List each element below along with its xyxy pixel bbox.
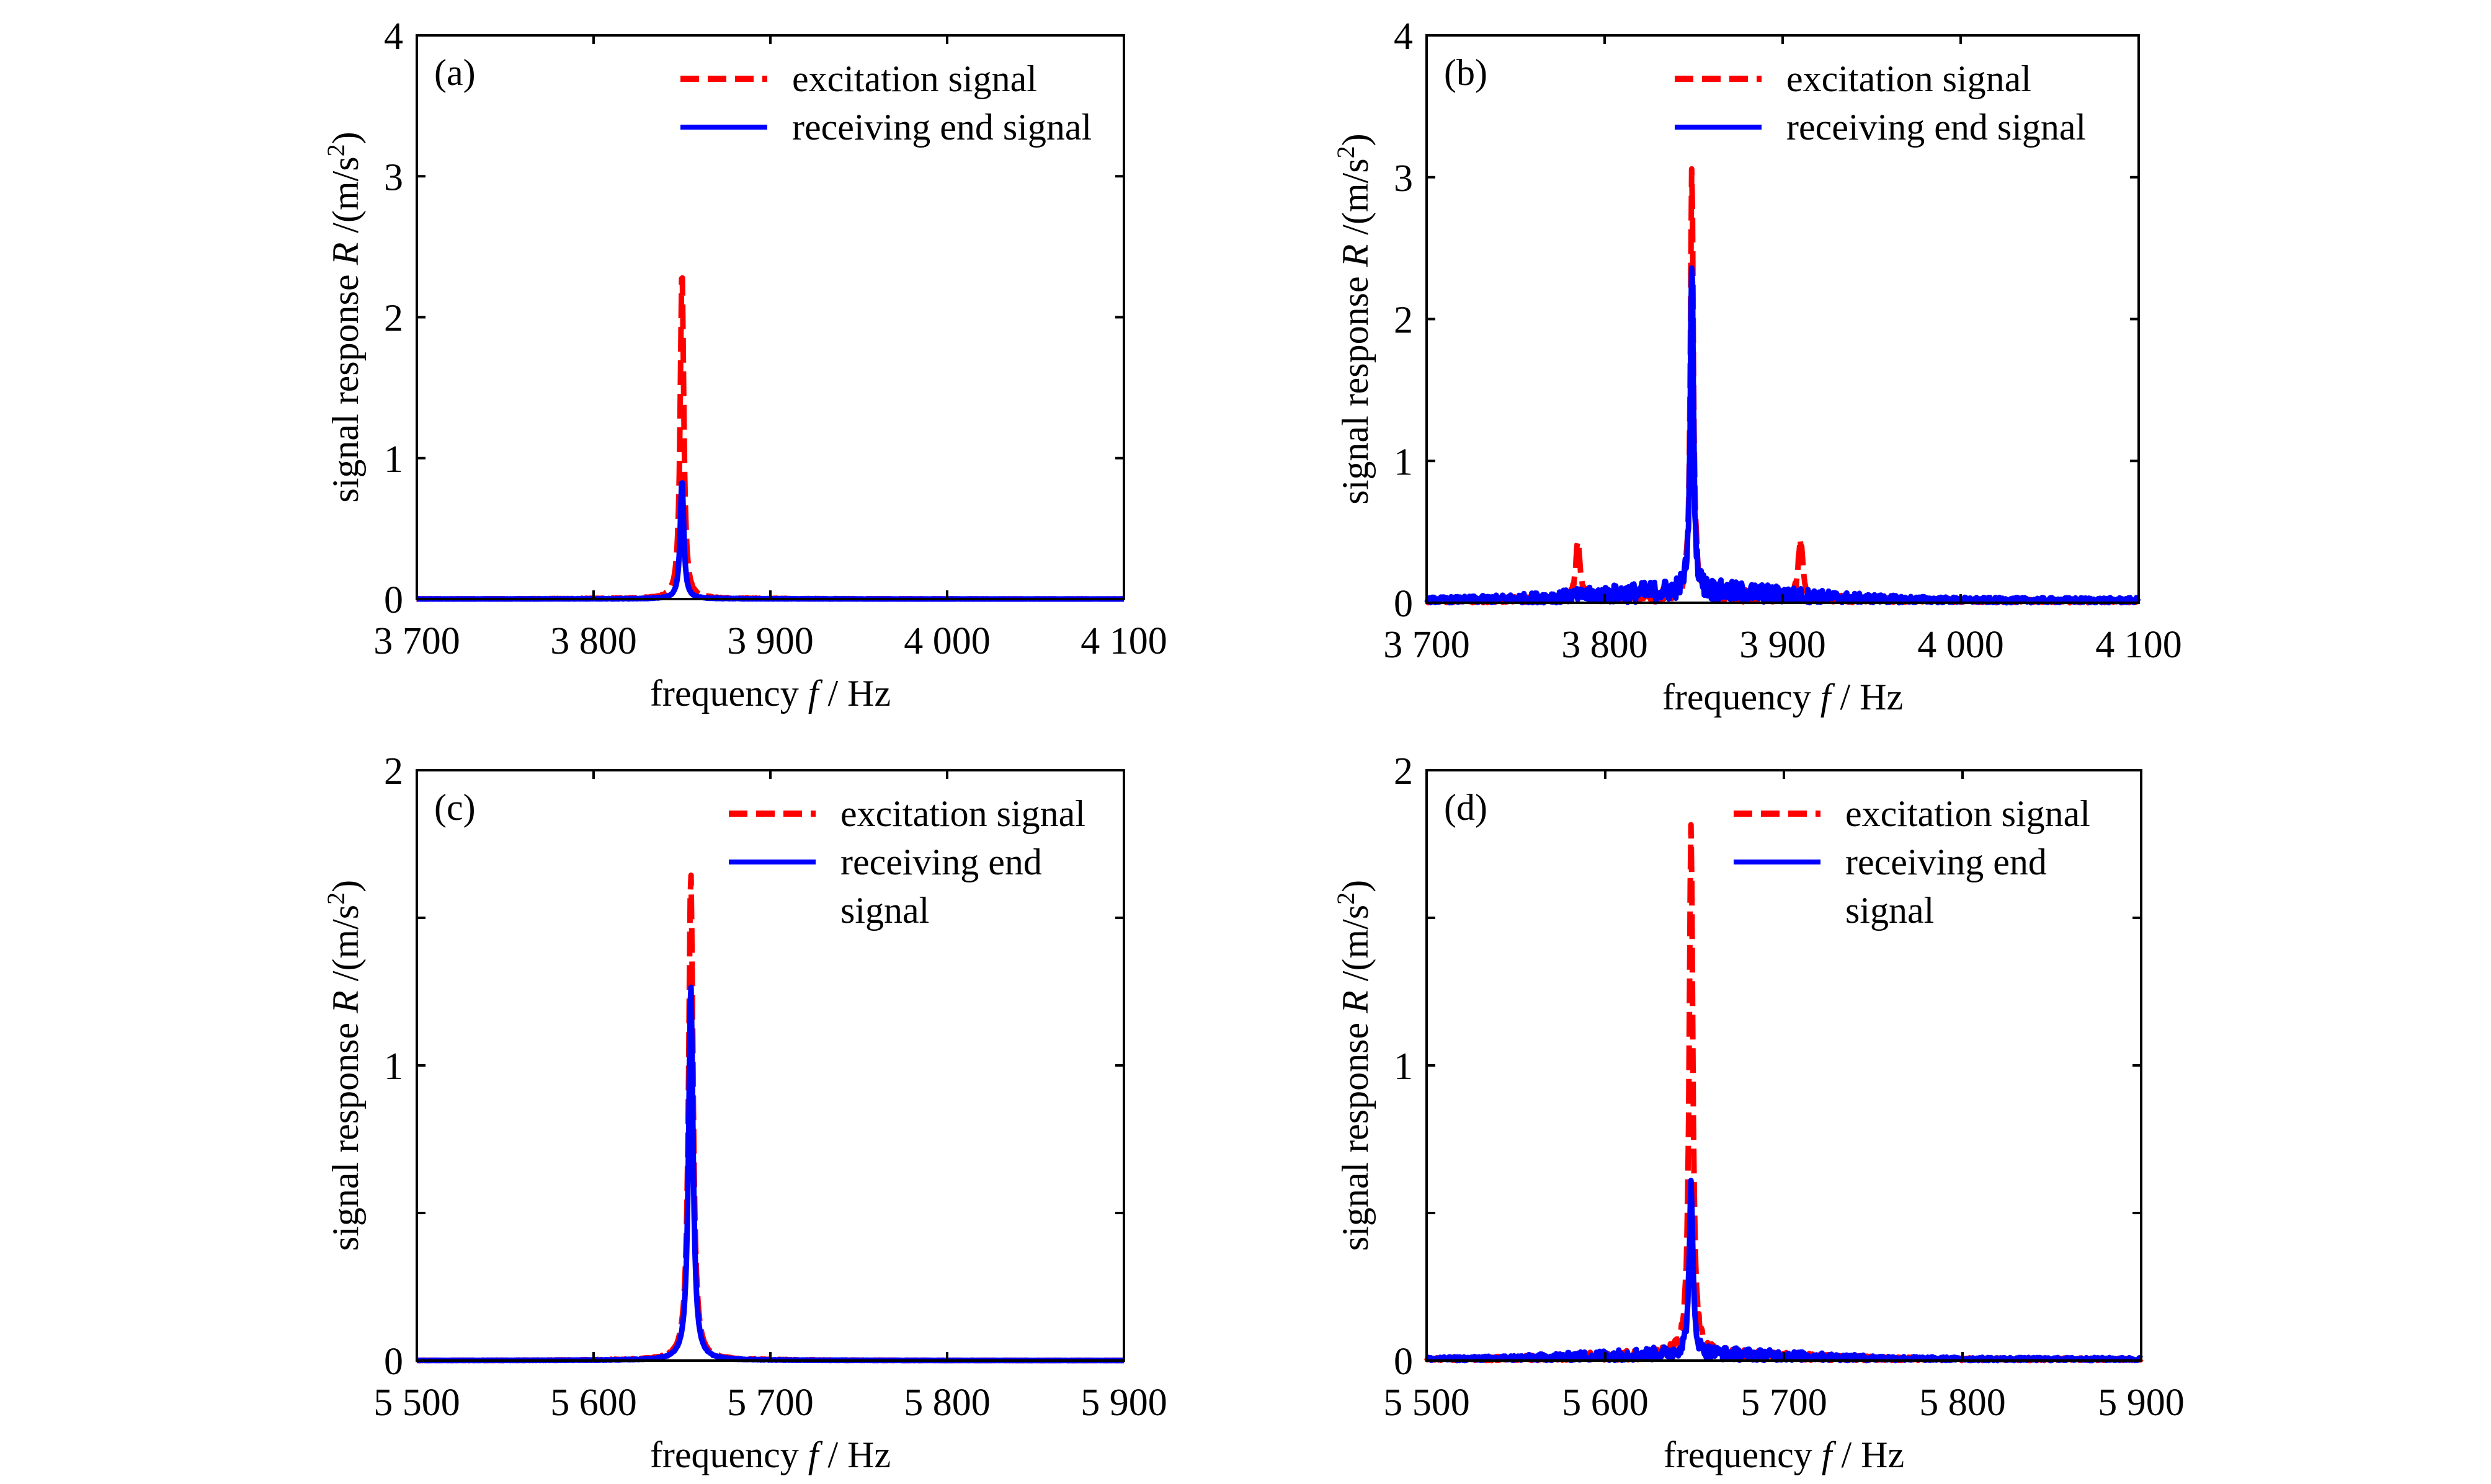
x-tick-label: 5 700 bbox=[1740, 1382, 1827, 1424]
legend-label: excitation signal bbox=[840, 793, 1085, 834]
legend: excitation signal receiving end signal bbox=[729, 793, 1085, 931]
x-axis-label: frequency f / Hz bbox=[650, 673, 891, 714]
y-axis-label: signal response R /(m/s2) bbox=[1332, 133, 1376, 504]
y-tick-label: 1 bbox=[384, 438, 403, 481]
panel-a: 3 700 3 800 3 900 4 000 4 100 0 1 2 3 4 frequency … bbox=[322, 16, 1167, 714]
x-tick-label: 5 600 bbox=[1562, 1382, 1649, 1424]
y-tick-label: 2 bbox=[384, 298, 403, 340]
x-tick-label: 4 000 bbox=[904, 620, 991, 662]
x-tick-label: 3 900 bbox=[1739, 624, 1826, 666]
x-tick-label: 5 500 bbox=[373, 1382, 460, 1424]
panel-label: (d) bbox=[1444, 787, 1487, 828]
x-tick-label: 5 800 bbox=[904, 1382, 991, 1424]
x-tick-label: 5 900 bbox=[2098, 1382, 2185, 1424]
y-tick-label: 2 bbox=[1394, 750, 1413, 793]
legend-label: excitation signal bbox=[792, 58, 1037, 99]
panel-label: (a) bbox=[434, 52, 476, 93]
panel-label: (b) bbox=[1444, 52, 1487, 93]
y-tick-label: 2 bbox=[384, 750, 403, 793]
x-tick-label: 5 600 bbox=[550, 1382, 637, 1424]
x-tick-label: 5 500 bbox=[1383, 1382, 1470, 1424]
x-tick-label: 4 100 bbox=[1081, 620, 1167, 662]
legend-label: receiving end bbox=[1845, 842, 2047, 882]
y-tick-label: 0 bbox=[1394, 1341, 1413, 1383]
legend-label: receiving end signal bbox=[792, 107, 1092, 148]
x-tick-label: 3 800 bbox=[550, 620, 637, 662]
y-axis-label: signal response R /(m/s2) bbox=[322, 880, 366, 1251]
panel-d: 5 500 5 600 5 700 5 800 5 900 0 1 2 frequency f … bbox=[1332, 750, 2185, 1475]
y-tick-label: 0 bbox=[384, 579, 403, 621]
x-tick-label: 3 700 bbox=[373, 620, 460, 662]
x-tick-label: 3 700 bbox=[1383, 624, 1470, 666]
series-line-excitation bbox=[414, 872, 1126, 1364]
legend-label: signal bbox=[840, 890, 929, 931]
series-line-receiving bbox=[1424, 265, 2141, 606]
panel-b: 3 700 3 800 3 900 4 000 4 100 0 1 2 3 4 frequency … bbox=[1332, 16, 2182, 718]
y-tick-label: 4 bbox=[1394, 16, 1413, 58]
x-axis-label: frequency f / Hz bbox=[1662, 677, 1903, 718]
x-tick-label: 4 000 bbox=[1917, 624, 2004, 666]
series-line-receiving bbox=[1424, 1178, 2144, 1364]
y-tick-label: 4 bbox=[384, 16, 403, 58]
y-tick-label: 2 bbox=[1394, 300, 1413, 342]
y-tick-label: 3 bbox=[384, 156, 403, 198]
x-tick-label: 5 800 bbox=[1919, 1382, 2006, 1424]
series-line-excitation bbox=[414, 275, 1126, 602]
y-axis-label: signal response R /(m/s2) bbox=[1332, 880, 1376, 1251]
panel-label: (c) bbox=[434, 787, 476, 828]
x-tick-label: 3 800 bbox=[1561, 624, 1648, 666]
x-axis-label: frequency f / Hz bbox=[1664, 1434, 1904, 1475]
y-tick-label: 0 bbox=[384, 1341, 403, 1383]
y-tick-label: 1 bbox=[1394, 441, 1413, 483]
series-line-receiving bbox=[414, 480, 1126, 602]
y-tick-label: 1 bbox=[1394, 1046, 1413, 1088]
panel-c: 5 500 5 600 5 700 5 800 5 900 0 1 2 frequency f … bbox=[322, 750, 1167, 1475]
series-line-excitation bbox=[1424, 166, 2141, 606]
y-axis-label: signal response R /(m/s2) bbox=[322, 131, 366, 502]
x-tick-label: 5 900 bbox=[1081, 1382, 1167, 1424]
y-tick-label: 0 bbox=[1394, 583, 1413, 625]
series-line-excitation bbox=[1424, 822, 2144, 1364]
legend: excitation signal receiving end signal bbox=[680, 58, 1092, 148]
series-line-receiving bbox=[414, 984, 1126, 1364]
legend-label: excitation signal bbox=[1786, 58, 2031, 99]
legend: excitation signal receiving end signal bbox=[1734, 793, 2090, 931]
legend-label: signal bbox=[1845, 890, 1934, 931]
legend-label: excitation signal bbox=[1845, 793, 2090, 834]
x-axis-label: frequency f / Hz bbox=[650, 1434, 891, 1475]
x-tick-label: 5 700 bbox=[727, 1382, 814, 1424]
legend-label: receiving end signal bbox=[1786, 107, 2086, 148]
y-tick-label: 1 bbox=[384, 1046, 403, 1088]
x-tick-label: 3 900 bbox=[727, 620, 814, 662]
legend-label: receiving end bbox=[840, 842, 1042, 882]
y-tick-label: 3 bbox=[1394, 158, 1413, 200]
x-tick-label: 4 100 bbox=[2095, 624, 2182, 666]
legend: excitation signal receiving end signal bbox=[1675, 58, 2086, 148]
